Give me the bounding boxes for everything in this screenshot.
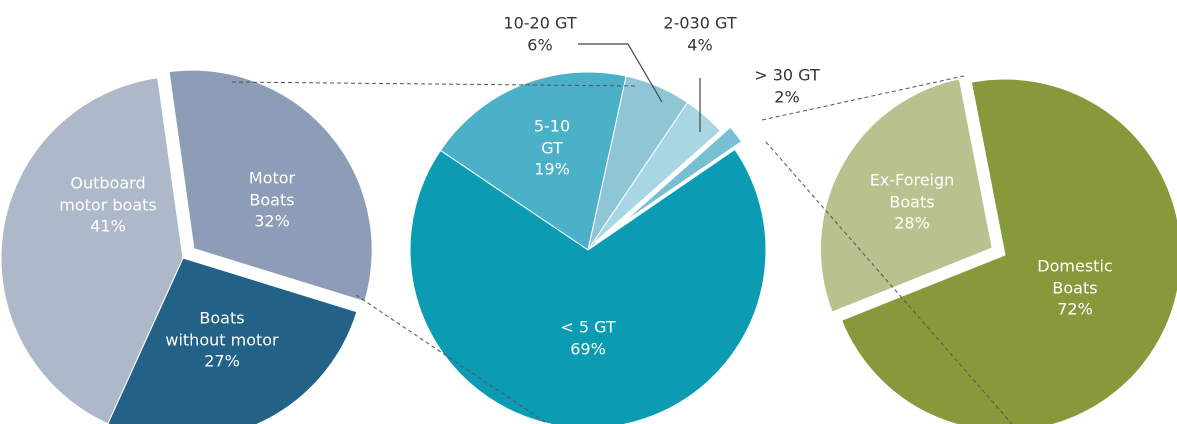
value-label: 32% [254,211,290,231]
slice-label: 5-10 GT 19% [534,116,570,181]
connector [765,141,1013,424]
slice-label: Boats without motor 27% [165,308,278,373]
slice-label: Outboard motor boats 41% [59,173,156,238]
category-label: > 30 GT [754,65,820,85]
category-label: Outboard motor boats [59,173,157,215]
slice-label: 2-030 GT 4% [663,12,736,55]
category-label: 2-030 GT [663,13,737,33]
value-label: 28% [894,213,930,233]
category-label: Ex-Foreign Boats [869,170,955,212]
pie-slice [164,65,377,307]
pie-slice [107,257,358,424]
category-label: Domestic Boats [1037,256,1113,298]
slice-label: Motor Boats 32% [249,168,295,233]
pie-slice [0,77,184,424]
category-label: 5-10 GT [533,116,571,158]
value-label: 4% [687,35,713,54]
value-label: 27% [204,351,240,371]
connector [355,294,549,424]
value-label: 19% [534,159,570,179]
value-label: 69% [570,339,606,358]
value-label: 41% [90,216,126,236]
value-label: 72% [1057,299,1093,319]
pie-slice [594,121,747,246]
pie-slice [841,78,1177,424]
value-label: 6% [527,35,553,54]
category-label: < 5 GT [560,317,616,337]
leader-line [578,43,663,103]
slice-label: > 30 GT 2% [754,64,820,107]
value-label: 2% [774,87,800,106]
pie-slice [409,148,767,424]
category-label: Motor Boats [248,168,296,210]
slice-label: < 5 GT 69% [560,316,615,359]
slice-label: 10-20 GT 6% [503,12,576,55]
category-label: Boats without motor [165,308,279,350]
category-label: 10-20 GT [503,13,577,33]
slice-label: Domestic Boats 72% [1037,256,1112,321]
pie-slice [815,73,997,318]
connector [231,81,637,87]
slice-label: Ex-Foreign Boats 28% [870,170,955,235]
